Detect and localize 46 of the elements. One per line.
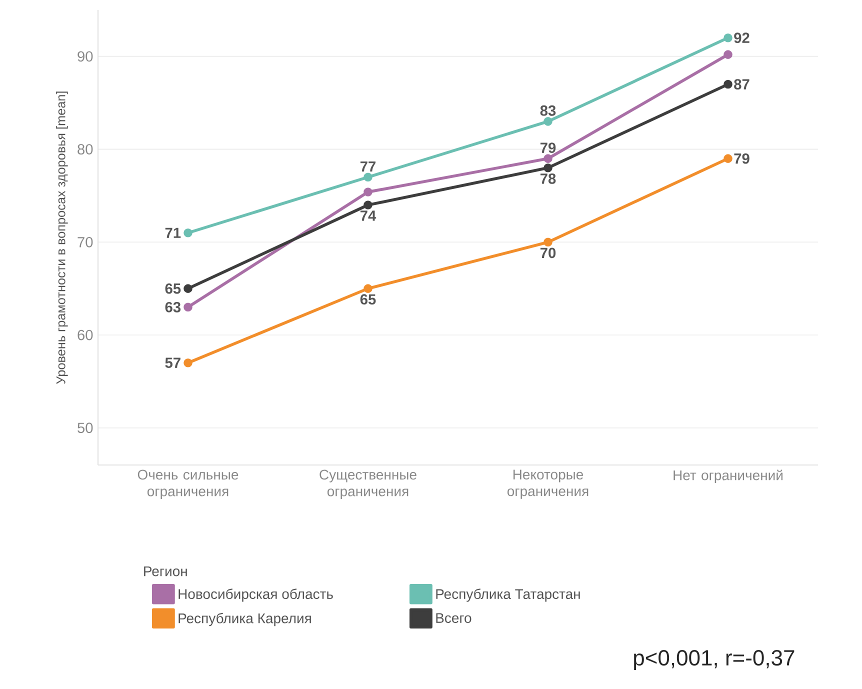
data-label: 65 — [360, 294, 376, 305]
point — [544, 154, 552, 163]
x-tick-label: Очень сильные ограничения — [138, 470, 238, 500]
point — [544, 163, 552, 172]
x-tick-label: Существенные ограничения — [320, 470, 416, 500]
point — [184, 358, 192, 368]
point — [184, 302, 192, 312]
point — [724, 80, 732, 89]
point — [724, 33, 732, 42]
point — [184, 228, 192, 238]
point — [184, 284, 192, 293]
y-tick-label: 50 — [78, 422, 93, 434]
y-tick-label: 70 — [78, 236, 93, 248]
data-label: 79 — [540, 142, 556, 153]
data-label: 78 — [540, 173, 556, 184]
data-label: 92 — [734, 32, 750, 44]
data-label: 74 — [360, 210, 376, 221]
point — [544, 117, 552, 126]
x-tick-label: Некоторые ограничения — [507, 470, 588, 499]
data-label: 79 — [734, 153, 750, 164]
point — [364, 200, 372, 210]
y-tick-label: 60 — [78, 330, 93, 340]
legend-title: Регион — [144, 566, 187, 576]
legend-label: Республика Татарстан — [436, 588, 580, 602]
point — [724, 154, 732, 163]
point — [724, 50, 732, 59]
data-label: 57 — [165, 358, 180, 368]
data-label: 77 — [360, 161, 376, 172]
point — [364, 172, 372, 182]
data-label: 63 — [165, 302, 181, 312]
data-label: 87 — [734, 79, 750, 90]
x-tick-label: Нет ограничений — [674, 470, 783, 484]
legend-label: Республика Карелия — [178, 612, 311, 626]
legend-label: Всего — [436, 613, 472, 623]
data-label: 70 — [540, 248, 556, 258]
data-label: 71 — [165, 228, 181, 238]
data-label: 65 — [165, 283, 181, 294]
legend-label: Новосибирская область — [178, 588, 333, 602]
y-tick-label: 80 — [78, 144, 93, 154]
y-tick-label: 90 — [78, 51, 93, 62]
point — [544, 238, 552, 247]
text: p<0,001, r=-0,37 — [634, 650, 794, 670]
point — [364, 284, 372, 293]
y-axis-title: Уровень грамотности в вопросах здоровья [mean] — [56, 92, 68, 384]
point — [364, 188, 372, 196]
data-label: 83 — [540, 105, 556, 116]
